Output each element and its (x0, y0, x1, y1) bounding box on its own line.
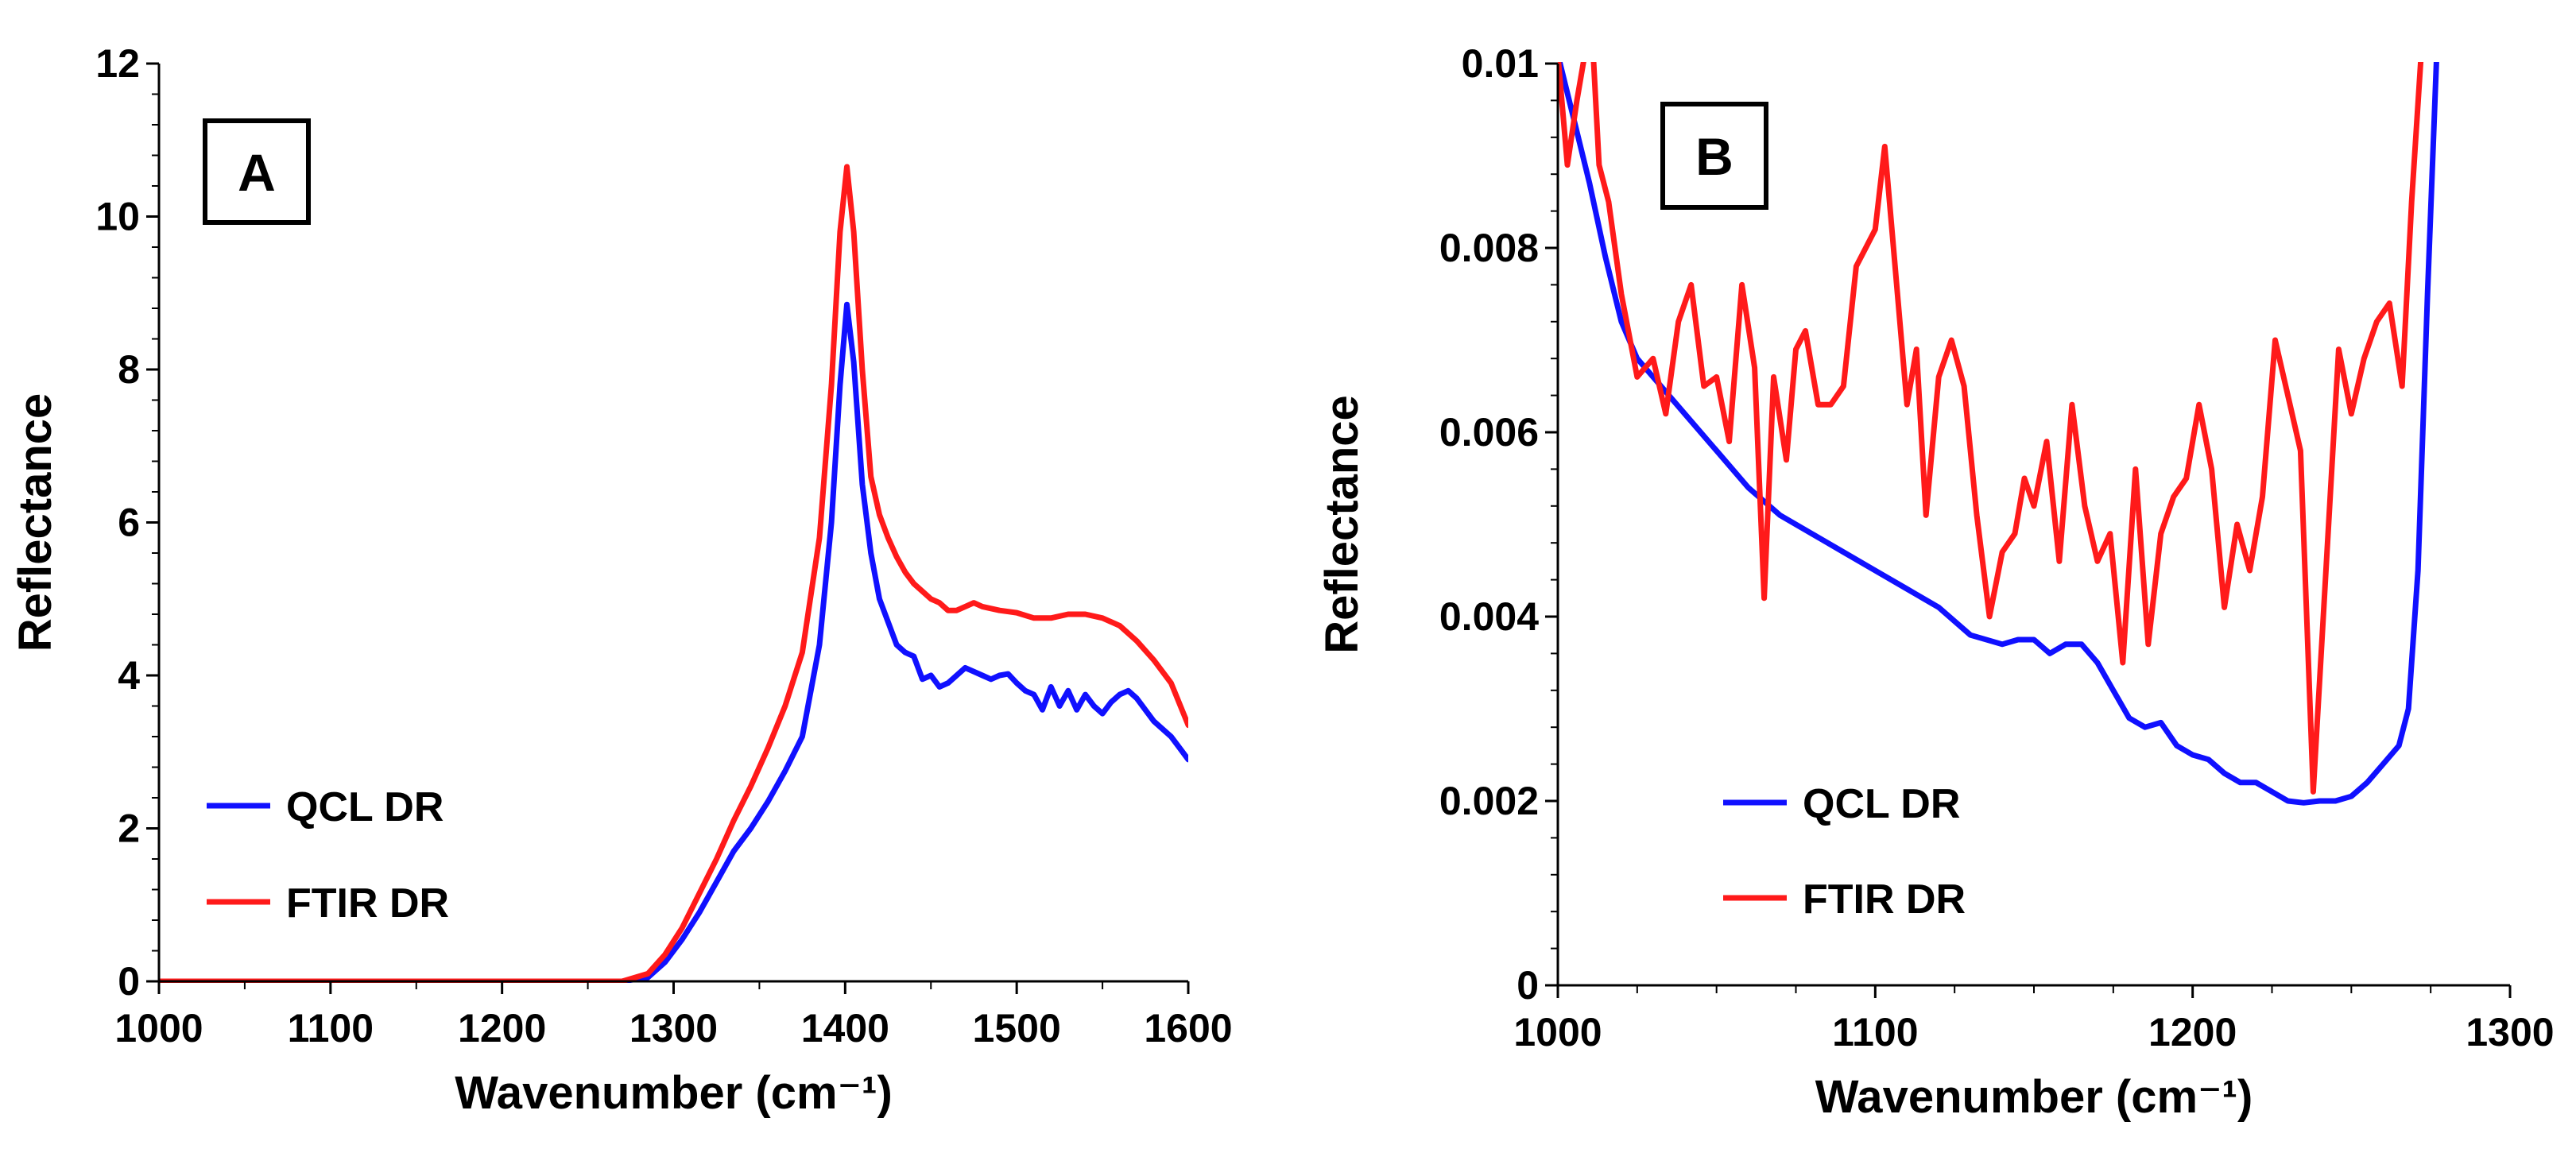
panel-label-box (1660, 102, 1768, 210)
y-tick-label: 12 (95, 41, 140, 86)
y-tick-label: 4 (118, 653, 140, 698)
legend-label: QCL DR (1803, 781, 1960, 827)
x-axis-title: Wavenumber (cm⁻¹) (455, 1067, 893, 1119)
x-tick-label: 1600 (1144, 1006, 1232, 1050)
panel-label-box (203, 118, 311, 225)
x-tick-label: 1200 (2148, 1010, 2237, 1054)
series-line-ftir-dr (1558, 62, 2424, 795)
y-tick-label: 0 (118, 959, 140, 1004)
y-tick-label: 10 (95, 195, 140, 239)
y-tick-label: 0.002 (1439, 779, 1539, 823)
legend-label: FTIR DR (286, 880, 449, 927)
legend-label: FTIR DR (1803, 876, 1966, 923)
panel-label: B (1695, 127, 1733, 186)
y-tick-label: 0.004 (1439, 594, 1539, 639)
x-tick-label: 1300 (2466, 1010, 2554, 1054)
y-tick-label: 6 (118, 501, 140, 545)
y-axis-title: Reflectance (1316, 395, 1368, 654)
series-line-ftir-dr (159, 164, 1188, 983)
chart-panel-a: 0 2 4 6 8 10 12 1000 1100 1200 1300 1400 1500 1600 Wav… (10, 41, 1233, 1119)
legend-label: QCL DR (286, 784, 444, 830)
x-tick-label: 1500 (973, 1006, 1061, 1050)
x-tick-label: 1200 (458, 1006, 546, 1050)
chart-panel-b: 0 0.002 0.004 0.006 0.008 0.01 1000 1100 1200 130… (1316, 41, 2555, 1123)
y-tick-label: 0.008 (1439, 226, 1539, 270)
x-tick-label: 1100 (288, 1006, 374, 1050)
y-tick-label: 0 (1517, 963, 1539, 1008)
y-axis-title: Reflectance (10, 393, 61, 652)
y-tick-label: 8 (118, 347, 140, 392)
x-axis-title: Wavenumber (cm⁻¹) (1815, 1071, 2253, 1123)
y-tick-label: 2 (118, 807, 140, 851)
x-tick-label: 1100 (1832, 1010, 1918, 1054)
series-line-qcl-dr (1558, 62, 2439, 806)
y-tick-label: 0.01 (1462, 41, 1539, 86)
series-line-qcl-dr (159, 301, 1188, 983)
x-tick-label: 1300 (629, 1006, 718, 1050)
panel-label: A (238, 143, 276, 202)
x-tick-label: 1000 (114, 1006, 203, 1050)
y-tick-label: 0.006 (1439, 410, 1539, 455)
x-tick-label: 1400 (801, 1006, 889, 1050)
x-tick-label: 1000 (1513, 1010, 1602, 1054)
